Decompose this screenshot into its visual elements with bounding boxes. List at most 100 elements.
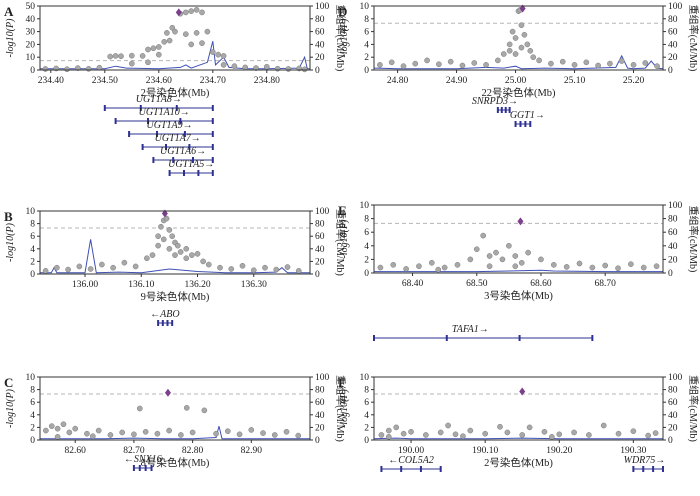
exon-mark	[183, 131, 186, 137]
snp-point	[274, 65, 281, 72]
exon-mark	[147, 118, 149, 124]
snp-point	[188, 8, 195, 14]
gene-track: UGT1A6→	[152, 146, 214, 163]
snp-point	[630, 62, 637, 68]
y-axis-label: -log10(P)	[5, 388, 16, 428]
lead-snp-marker	[164, 388, 171, 397]
y-axis-label: -log10(P)	[5, 222, 16, 262]
snp-point	[499, 256, 506, 263]
snp-point	[512, 253, 519, 259]
y-tick-label: 4	[364, 411, 369, 421]
snp-point	[42, 66, 49, 72]
y2-axis-label: 重组率(cM/Mb)	[687, 375, 700, 442]
x-tick-label: 190.20	[546, 446, 572, 456]
snp-point	[183, 255, 190, 262]
snp-point	[242, 64, 249, 71]
snp-point	[228, 266, 235, 272]
snp-point	[653, 263, 660, 270]
exon-mark	[168, 170, 171, 176]
snp-point	[493, 249, 499, 256]
snp-point	[107, 53, 114, 60]
snp-point	[128, 60, 135, 67]
y-tick-label: 6	[364, 398, 369, 408]
snp-point	[158, 223, 164, 230]
snp-point	[512, 35, 519, 41]
y2-tick-label: 0	[315, 436, 320, 446]
snp-point	[495, 57, 501, 64]
snp-point	[615, 430, 622, 437]
snp-point	[497, 423, 503, 430]
snp-point	[250, 267, 257, 274]
y-tick-label: 4	[364, 40, 369, 50]
snp-point	[84, 430, 90, 437]
snp-point	[602, 262, 609, 269]
x-axis-label: 8号染色体(Mb)	[141, 456, 210, 469]
y2-axis-label: 重组率(cM/Mb)	[334, 209, 347, 276]
y-tick-label: 0	[364, 269, 369, 279]
y-tick-label: 4	[30, 411, 35, 421]
exon-mark	[211, 170, 214, 176]
snp-point	[166, 245, 173, 252]
plot-frame	[39, 210, 311, 275]
y2-tick-label: 40	[315, 245, 325, 255]
snp-point	[459, 62, 466, 69]
snp-point	[480, 232, 487, 239]
gene-track: ←COL5A2	[380, 455, 442, 472]
snp-point	[87, 266, 94, 272]
snp-point	[155, 44, 162, 50]
snp-point	[559, 58, 566, 65]
exon-mark	[179, 118, 182, 124]
gene-track: GGT1→	[510, 110, 545, 127]
snp-point	[169, 233, 176, 240]
snp-point	[164, 30, 170, 36]
snp-point	[142, 428, 149, 435]
y-axis-label: -log10(P)	[339, 388, 350, 428]
snp-point	[295, 268, 302, 274]
exon-mark	[128, 131, 131, 137]
exon-mark	[211, 144, 214, 150]
snp-point	[231, 63, 238, 70]
snp-point	[506, 242, 512, 249]
y-tick-label: 6	[30, 398, 35, 408]
x-tick-label: 82.90	[241, 446, 263, 456]
snp-point	[390, 261, 397, 268]
exon-mark	[514, 121, 517, 127]
exon-mark	[662, 466, 664, 472]
exon-mark	[166, 320, 169, 326]
snp-point	[284, 264, 291, 270]
y-tick-label: 10	[26, 53, 36, 63]
snp-point	[378, 432, 385, 438]
snp-point	[199, 40, 205, 46]
snp-point	[556, 431, 563, 438]
snp-point	[541, 428, 548, 435]
snp-point	[504, 429, 511, 436]
y-tick-label: 20	[26, 40, 36, 50]
gene-label: TAFA1→	[452, 324, 489, 335]
snp-point	[538, 256, 544, 263]
exon-mark	[529, 121, 532, 127]
gene-label: UGT1A6→	[160, 146, 206, 157]
snp-point	[454, 261, 461, 268]
snp-point	[506, 47, 513, 54]
x-tick-label: 25.20	[623, 76, 645, 86]
y-tick-label: 0	[364, 436, 369, 446]
snp-point	[519, 432, 526, 438]
exon-mark	[508, 107, 511, 113]
snp-point	[66, 429, 73, 436]
snp-point	[437, 429, 444, 436]
x-tick-label: 68.50	[466, 279, 488, 289]
exon-mark	[197, 170, 200, 176]
exon-mark	[380, 466, 383, 472]
y-tick-label: 0	[30, 436, 35, 446]
snp-point	[155, 51, 162, 58]
y2-tick-label: 20	[315, 53, 325, 63]
snp-point	[576, 260, 583, 267]
snp-point	[295, 432, 302, 439]
snp-point	[403, 266, 409, 272]
gene-label: ←SNX16	[124, 454, 162, 465]
snp-point	[512, 263, 519, 270]
x-tick-label: 136.10	[128, 280, 154, 290]
y-tick-label: 2	[364, 53, 369, 63]
y2-tick-label: 100	[668, 373, 683, 383]
y2-tick-label: 100	[668, 2, 683, 12]
